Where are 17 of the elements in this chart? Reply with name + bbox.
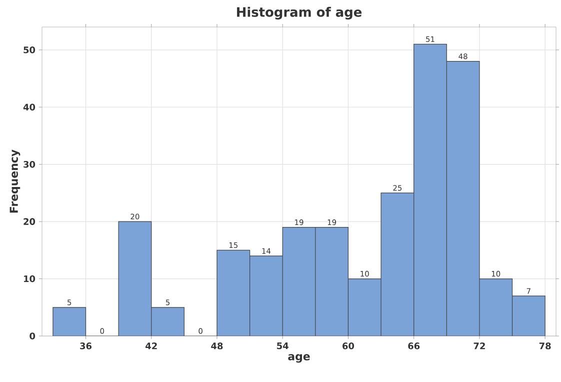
chart-title: Histogram of age <box>237 6 362 20</box>
y-tick-label: 0 <box>30 332 36 340</box>
x-tick-label: 72 <box>474 342 485 350</box>
x-tick-label: 36 <box>80 342 92 350</box>
y-tick-label: 30 <box>24 160 36 168</box>
x-tick-label: 78 <box>539 342 551 350</box>
y-axis-title: Frequency <box>10 150 20 213</box>
x-tick-label: 60 <box>342 342 354 350</box>
x-tick-label: 48 <box>211 342 223 350</box>
x-axis-title: age <box>288 354 310 363</box>
x-tick-label: 42 <box>146 342 157 350</box>
y-tick-label: 20 <box>24 218 36 225</box>
x-tick-label: 66 <box>408 342 420 350</box>
x-tick-label: 54 <box>277 342 288 350</box>
y-tick-label: 40 <box>23 104 36 110</box>
y-tick-label: 50 <box>24 46 36 54</box>
y-tick-label: 10 <box>24 275 36 282</box>
